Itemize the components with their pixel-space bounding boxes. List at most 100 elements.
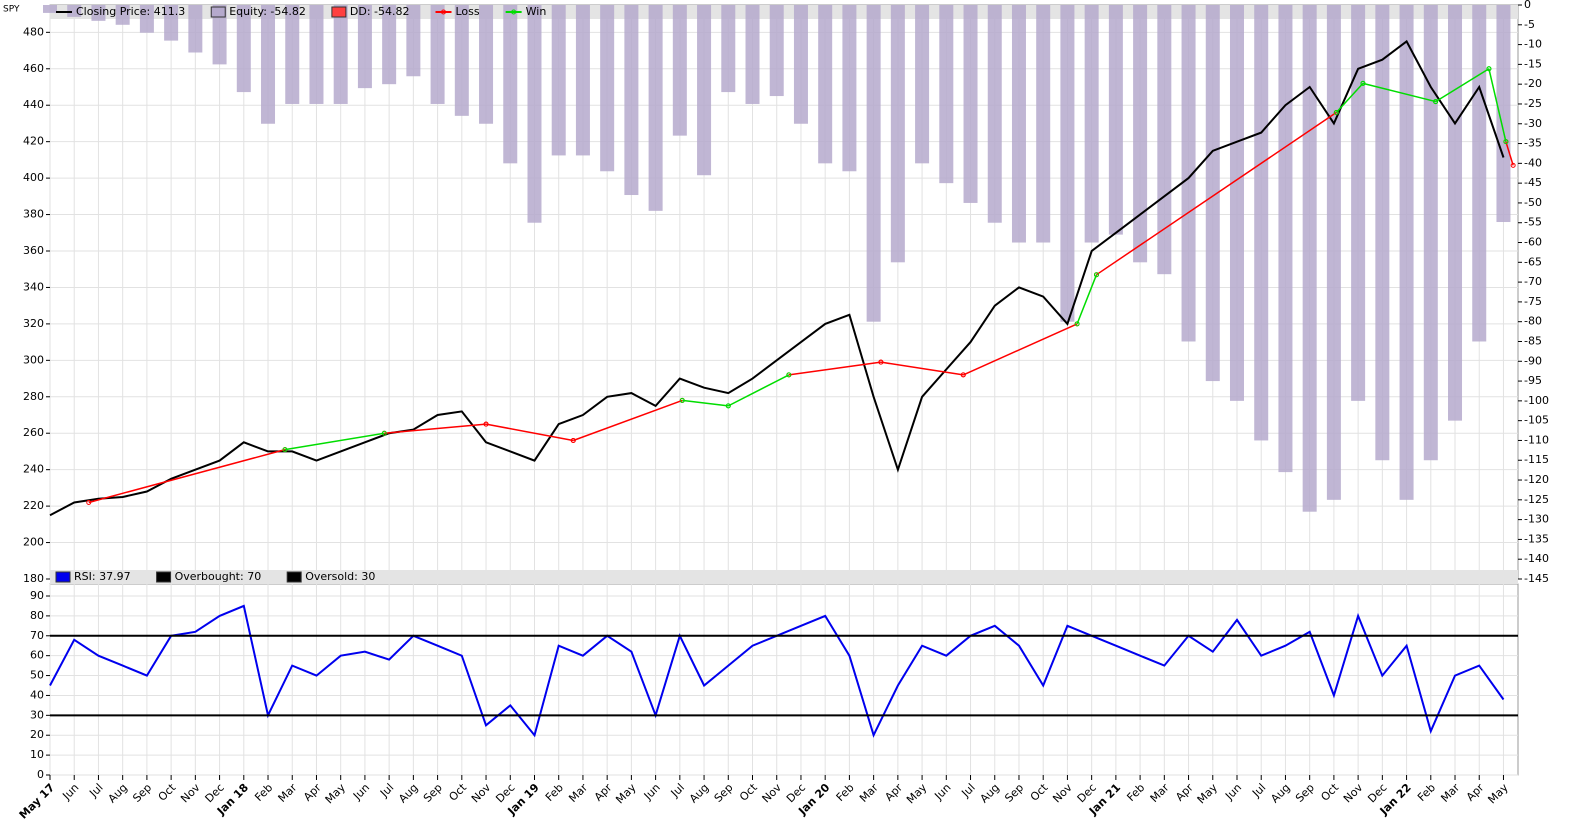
x-tick-label: Feb bbox=[252, 781, 275, 804]
x-tick-label: Sep bbox=[712, 781, 736, 805]
y2-tick-label: -95 bbox=[1524, 374, 1542, 387]
x-tick-label: May bbox=[613, 781, 639, 807]
equity-bar bbox=[188, 5, 203, 53]
x-tick-label: Jun bbox=[931, 781, 953, 803]
equity-bar bbox=[1351, 5, 1366, 401]
equity-bar bbox=[793, 5, 808, 124]
trade-point bbox=[1360, 80, 1366, 86]
y2-tick-label: -35 bbox=[1524, 137, 1542, 150]
equity-bar bbox=[1423, 5, 1438, 461]
trade-line bbox=[284, 432, 385, 451]
y-tick-label: 30 bbox=[30, 708, 44, 721]
x-tick-label: Nov bbox=[469, 781, 494, 806]
x-tick-label: Apr bbox=[1464, 781, 1487, 804]
equity-bar bbox=[261, 5, 276, 124]
y2-tick-label: -60 bbox=[1524, 236, 1542, 249]
y2-tick-label: -135 bbox=[1524, 532, 1549, 545]
x-tick-label: Oct bbox=[156, 781, 179, 804]
trade-line bbox=[572, 399, 683, 442]
y2-tick-label: -120 bbox=[1524, 473, 1549, 486]
y-tick-label: 440 bbox=[23, 98, 44, 111]
y2-tick-label: -40 bbox=[1524, 156, 1542, 169]
y-tick-label: 40 bbox=[30, 688, 44, 701]
equity-bar bbox=[575, 5, 590, 156]
equity-bar bbox=[333, 5, 348, 104]
equity-bar bbox=[454, 5, 469, 116]
equity-bar bbox=[406, 5, 421, 77]
x-tick-label: May bbox=[323, 781, 349, 807]
x-tick-label: Jun bbox=[350, 781, 372, 803]
legend-swatch bbox=[331, 6, 347, 18]
equity-bar bbox=[430, 5, 445, 104]
trade-line bbox=[1362, 82, 1436, 103]
y-tick-label: 380 bbox=[23, 208, 44, 221]
trade-line bbox=[1335, 82, 1364, 114]
equity-bar bbox=[890, 5, 905, 263]
x-tick-label: Feb bbox=[1124, 781, 1147, 804]
equity-bar bbox=[67, 5, 82, 17]
price-line bbox=[49, 39, 1505, 517]
equity-bar bbox=[818, 5, 833, 164]
trade-line bbox=[1096, 111, 1337, 276]
trade-point bbox=[1510, 162, 1516, 168]
equity-bar bbox=[600, 5, 615, 172]
y2-tick-label: -25 bbox=[1524, 97, 1542, 110]
legend-label: Equity: -54.82 bbox=[229, 5, 306, 18]
equity-bar bbox=[866, 5, 881, 322]
legend-label: Overbought: 70 bbox=[175, 570, 262, 583]
y2-tick-label: -85 bbox=[1524, 334, 1542, 347]
y2-tick-label: -145 bbox=[1524, 572, 1549, 585]
x-tick-label: Apr bbox=[1173, 781, 1196, 804]
x-tick-label: Jul bbox=[86, 781, 105, 800]
equity-bar bbox=[1157, 5, 1172, 275]
trade-point bbox=[381, 430, 387, 436]
y2-tick-label: -80 bbox=[1524, 315, 1542, 328]
legend-swatch bbox=[210, 6, 226, 18]
equity-bar bbox=[164, 5, 179, 41]
y-tick-label: 20 bbox=[30, 728, 44, 741]
x-tick-label: Apr bbox=[301, 781, 324, 804]
equity-bar bbox=[1326, 5, 1341, 500]
equity-bar bbox=[721, 5, 736, 93]
legend-label: Oversold: 30 bbox=[305, 570, 375, 583]
trade-line bbox=[485, 423, 574, 442]
equity-bar bbox=[139, 5, 154, 33]
x-tick-label: May bbox=[1195, 781, 1221, 807]
x-tick-label: Jun bbox=[59, 781, 81, 803]
x-tick-label: Mar bbox=[857, 781, 881, 805]
y-tick-label: 70 bbox=[30, 629, 44, 642]
y2-tick-label: -140 bbox=[1524, 552, 1549, 565]
y-tick-label: 10 bbox=[30, 748, 44, 761]
x-tick-label: Mar bbox=[1438, 781, 1462, 805]
equity-bar bbox=[1229, 5, 1244, 401]
equity-bar bbox=[987, 5, 1002, 223]
legend-swatch bbox=[55, 571, 71, 583]
trade-line bbox=[1505, 141, 1514, 166]
trade-point bbox=[1433, 99, 1439, 105]
x-tick-label: Jul bbox=[377, 781, 396, 800]
x-tick-label: May bbox=[1485, 781, 1511, 807]
equity-bar bbox=[1181, 5, 1196, 342]
x-tick-label: Jun bbox=[641, 781, 663, 803]
legend-label: RSI: 37.97 bbox=[74, 570, 131, 583]
y-tick-label: 200 bbox=[23, 536, 44, 549]
x-tick-label: Aug bbox=[1268, 781, 1292, 805]
x-tick-label: Oct bbox=[737, 781, 760, 804]
y-tick-label: 400 bbox=[23, 171, 44, 184]
y-tick-label: 60 bbox=[30, 649, 44, 662]
equity-bar bbox=[1133, 5, 1148, 263]
equity-bar bbox=[212, 5, 227, 65]
y2-tick-label: -55 bbox=[1524, 216, 1542, 229]
trade-line bbox=[384, 423, 487, 434]
equity-bar bbox=[382, 5, 397, 85]
equity-bar bbox=[672, 5, 687, 136]
equity-bar bbox=[1278, 5, 1293, 473]
trade-point bbox=[786, 372, 792, 378]
y2-tick-label: -30 bbox=[1524, 117, 1542, 130]
x-tick-label: Nov bbox=[1341, 781, 1366, 806]
x-tick-label: Oct bbox=[1028, 781, 1051, 804]
y-tick-label: 480 bbox=[23, 25, 44, 38]
y-tick-label: 260 bbox=[23, 426, 44, 439]
trade-point bbox=[1093, 272, 1099, 278]
